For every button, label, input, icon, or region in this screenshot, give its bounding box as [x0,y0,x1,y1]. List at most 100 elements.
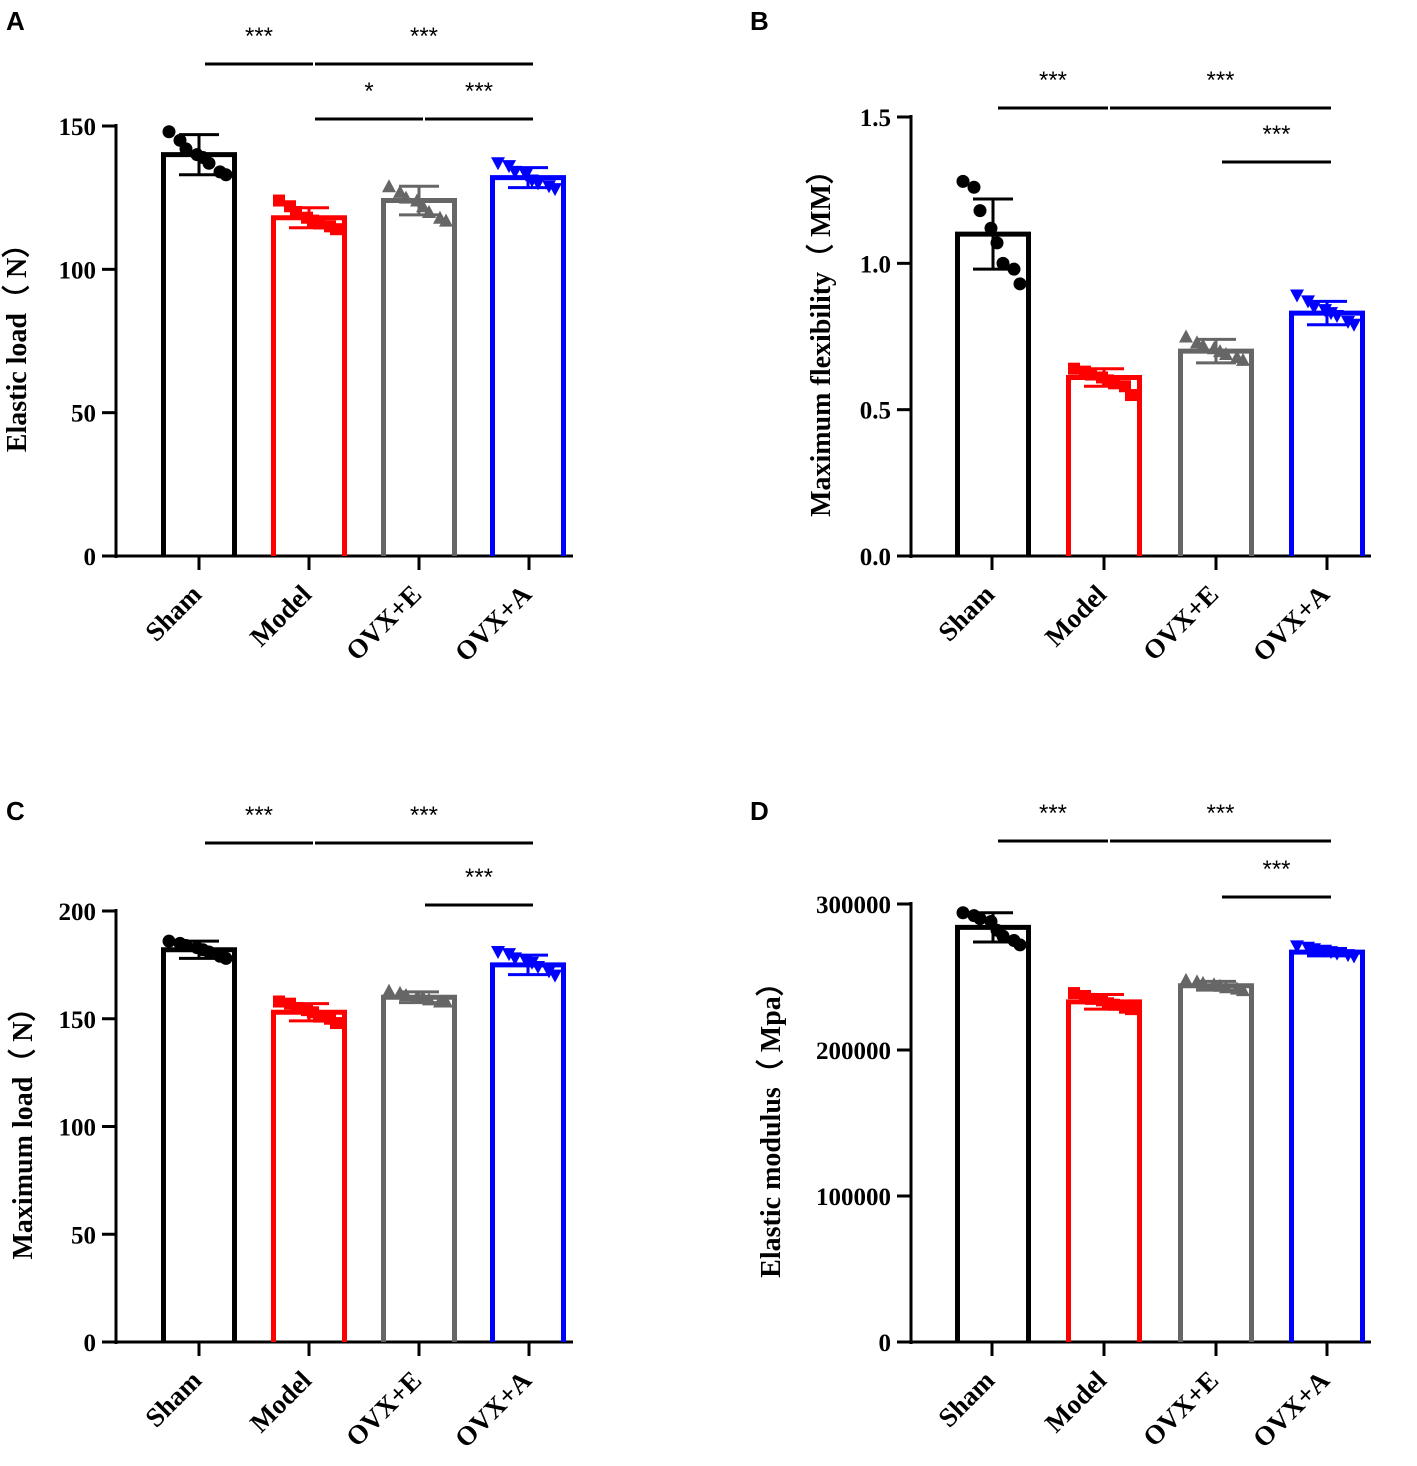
bar-ovx-a [1289,310,1365,556]
panel-d: D 0 100000 200000 300000 Elastic modulus（ Mpa… [750,796,1371,1453]
bar-ovx-e [1178,983,1254,1342]
circle-marker [179,142,193,156]
triangle-down-marker [548,183,562,197]
triangle-down-marker [1290,289,1304,303]
y-tick-label: 100000 [816,1184,891,1211]
category-label: OVX+E [1137,1365,1224,1452]
circle-marker [162,125,176,139]
circle-marker [956,174,970,188]
y-axis-title: Maximum load（ N） [6,993,39,1259]
square-marker [1068,987,1080,1000]
category-label: Model [244,579,318,653]
triangle-down-marker [542,965,556,979]
circle-marker [967,180,981,194]
significance-label: *** [1262,856,1290,883]
circle-marker [202,156,216,170]
category-label: OVX+A [1247,1365,1336,1454]
significance-label: *** [1206,800,1234,827]
square-marker [1068,362,1080,375]
y-tick-label: 0.0 [860,544,891,571]
square-marker [273,194,285,207]
triangle-down-marker [548,969,562,983]
triangle-up-marker [382,983,396,997]
significance-label: *** [1262,121,1290,148]
circle-marker [973,912,987,926]
y-tick-label: 200 [59,899,97,926]
y-tick-label: 0 [84,544,97,571]
panel-label: A [6,6,25,36]
circle-marker [973,204,987,218]
category-label: Sham [139,1365,207,1433]
bar-model [1066,999,1142,1342]
panel-a: A 0 50 100 150 Elastic load（ N） Sham Model OVX+E… [0,6,573,667]
category-label: Model [1039,579,1113,653]
triangle-up-marker [1236,983,1250,997]
circle-marker [996,256,1010,270]
category-label: OVX+E [340,579,427,666]
square-marker [273,995,285,1008]
bar-ovx-a [490,962,566,1342]
significance-label: *** [1039,800,1067,827]
y-axis-title: Elastic load（ N） [0,230,33,452]
category-label: OVX+A [449,1365,538,1454]
y-axis-title: Elastic modulus（ Mpa） [754,968,787,1278]
triangle-down-marker [1290,940,1304,954]
bar-sham [955,924,1031,1342]
bar-sham [161,947,237,1342]
y-tick-label: 50 [71,401,96,428]
category-label: Sham [139,579,207,647]
y-tick-label: 300000 [816,892,891,919]
circle-marker [219,168,233,182]
significance-label: *** [410,23,438,50]
triangle-up-marker [1179,329,1193,343]
triangle-up-marker [1219,347,1233,361]
y-axis-title: Maximum flexibility（ MM） [804,156,837,517]
triangle-up-marker [382,179,396,193]
significance-label: *** [465,864,493,891]
triangle-up-marker [1179,972,1193,986]
bar-model [271,1009,347,1342]
panel-label: D [750,796,769,826]
circle-marker [219,951,233,965]
significance-label: *** [465,78,493,105]
significance-label: * [364,78,373,105]
y-tick-label: 0 [84,1330,97,1357]
circle-marker [996,929,1010,943]
triangle-down-marker [491,157,505,171]
category-label: Model [1039,1365,1113,1439]
square-marker [1125,1003,1137,1016]
triangle-up-marker [439,994,453,1008]
circle-marker [1013,277,1027,291]
triangle-up-marker [1196,338,1210,352]
y-tick-label: 0.5 [860,398,891,425]
circle-marker [1013,938,1027,952]
bar-model [271,215,347,556]
triangle-up-marker [1236,352,1250,366]
panel-c: C 0 50 100 150 200 Maximum load（ N） Sham Model OV… [6,796,573,1453]
category-label: Model [244,1365,318,1439]
bar-model [1066,374,1142,556]
y-tick-label: 1.5 [860,105,891,132]
bar-ovx-e [381,198,457,556]
y-tick-label: 100 [59,257,97,284]
bar-ovx-a [490,175,566,556]
bar-sham [161,152,237,556]
category-label: OVX+E [1137,579,1224,666]
triangle-up-marker [393,184,407,198]
circle-marker [162,934,176,948]
y-tick-label: 150 [59,1007,97,1034]
panel-label: C [6,796,25,826]
triangle-down-marker [1347,318,1361,332]
significance-label: *** [1206,67,1234,94]
significance-label: *** [1039,67,1067,94]
panel-b: B 0.0 0.5 1.0 1.5 Maximum flexibility（ MM） Sha… [750,6,1371,667]
triangle-down-marker [508,165,522,179]
significance-label: *** [410,802,438,829]
circle-marker [956,906,970,920]
square-marker [330,223,342,236]
triangle-down-marker [531,177,545,191]
category-label: Sham [932,1365,1000,1433]
category-label: OVX+A [1247,579,1336,668]
triangle-down-marker [491,945,505,959]
